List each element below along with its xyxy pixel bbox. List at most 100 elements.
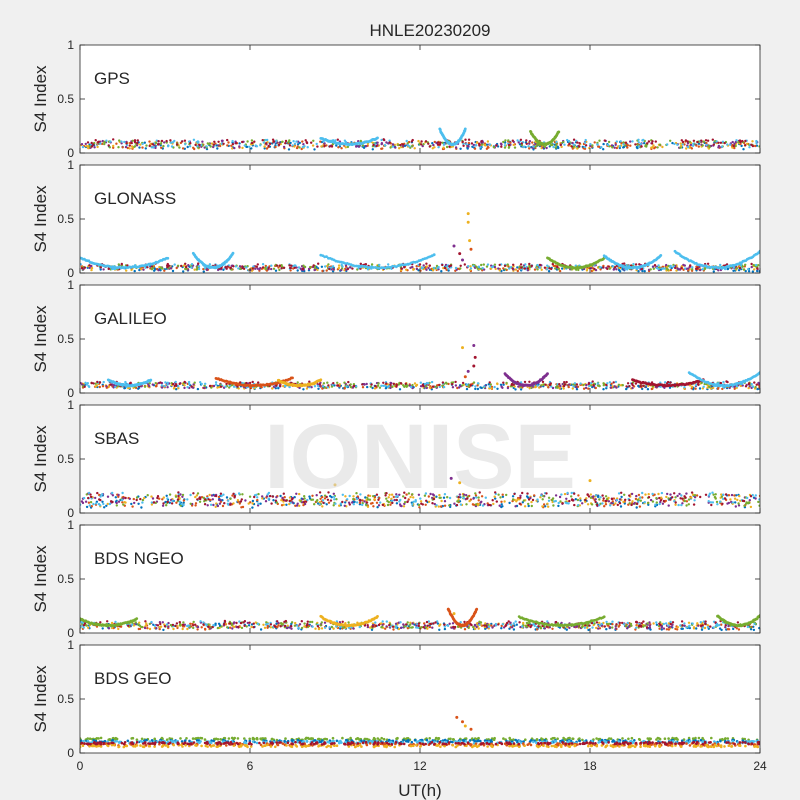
data-point — [614, 380, 618, 384]
data-point — [92, 502, 95, 506]
data-point — [386, 503, 390, 507]
data-point — [713, 495, 717, 499]
data-point — [563, 383, 567, 386]
data-point — [491, 499, 494, 502]
data-point — [557, 268, 560, 271]
data-point — [612, 503, 615, 506]
data-point — [166, 381, 169, 384]
data-point — [554, 499, 557, 503]
data-point — [405, 493, 408, 496]
data-point — [721, 140, 725, 143]
data-point — [651, 500, 655, 503]
data-point — [720, 145, 724, 148]
data-point — [561, 267, 564, 270]
data-point — [303, 265, 307, 269]
data-point — [239, 381, 242, 384]
data-point — [605, 387, 608, 390]
data-point — [240, 498, 243, 501]
data-point — [751, 140, 754, 143]
data-point — [178, 146, 181, 149]
data-point — [612, 265, 615, 268]
data-point — [528, 266, 532, 269]
data-point — [414, 384, 418, 388]
data-point — [387, 496, 390, 499]
data-point — [210, 494, 214, 497]
data-point — [161, 267, 164, 270]
data-point — [222, 493, 225, 496]
data-point — [519, 496, 522, 499]
data-point — [396, 495, 399, 498]
data-point — [737, 504, 741, 507]
data-point — [658, 143, 662, 146]
data-point — [705, 141, 708, 145]
data-point — [459, 503, 463, 506]
data-point — [550, 267, 553, 271]
data-point — [352, 495, 355, 498]
data-point — [574, 498, 577, 501]
data-point — [652, 265, 655, 268]
data-point — [267, 497, 270, 500]
data-point — [162, 502, 165, 505]
data-point — [445, 145, 449, 149]
data-point — [203, 503, 207, 506]
data-point — [544, 383, 547, 386]
data-point — [499, 496, 502, 499]
data-point — [596, 382, 599, 385]
data-point — [403, 501, 407, 504]
data-point — [602, 266, 605, 269]
data-point — [442, 143, 446, 146]
data-point — [99, 266, 103, 269]
data-point — [371, 501, 374, 505]
data-point — [605, 383, 608, 387]
data-point — [613, 146, 616, 149]
data-point — [499, 383, 503, 386]
data-point — [150, 265, 154, 268]
data-point — [159, 381, 162, 384]
data-point — [598, 504, 601, 507]
data-point — [281, 140, 284, 143]
data-point — [519, 138, 523, 141]
data-point — [671, 141, 674, 145]
data-point — [88, 145, 92, 148]
data-point — [607, 143, 610, 147]
data-point — [441, 384, 444, 387]
data-point — [718, 500, 722, 503]
data-point — [303, 502, 307, 506]
data-point — [295, 140, 298, 143]
data-point — [98, 381, 102, 384]
data-point — [503, 500, 506, 503]
data-point — [423, 382, 427, 386]
data-point — [321, 505, 324, 508]
data-point — [514, 505, 517, 508]
data-point — [185, 265, 188, 269]
data-point — [502, 383, 505, 386]
data-point — [586, 493, 589, 496]
data-point — [646, 501, 650, 505]
data-point — [193, 381, 196, 384]
data-point — [313, 266, 317, 270]
data-point — [302, 264, 305, 267]
data-point — [697, 383, 700, 386]
data-point — [516, 266, 519, 269]
data-point — [321, 499, 325, 502]
data-point — [517, 385, 520, 388]
data-point — [328, 267, 331, 271]
data-point — [406, 142, 409, 145]
data-point — [150, 503, 154, 506]
data-point — [608, 381, 612, 384]
data-point — [690, 496, 693, 499]
data-point — [685, 492, 688, 495]
data-point — [395, 498, 398, 502]
data-point — [587, 495, 591, 498]
data-point — [274, 145, 277, 149]
data-point — [195, 268, 199, 271]
data-point — [658, 496, 661, 500]
data-point — [480, 263, 483, 267]
spike-point — [333, 483, 337, 487]
data-point — [199, 381, 202, 384]
data-point — [358, 501, 362, 504]
data-point — [625, 387, 628, 391]
data-point — [346, 267, 350, 271]
data-point — [261, 266, 265, 269]
